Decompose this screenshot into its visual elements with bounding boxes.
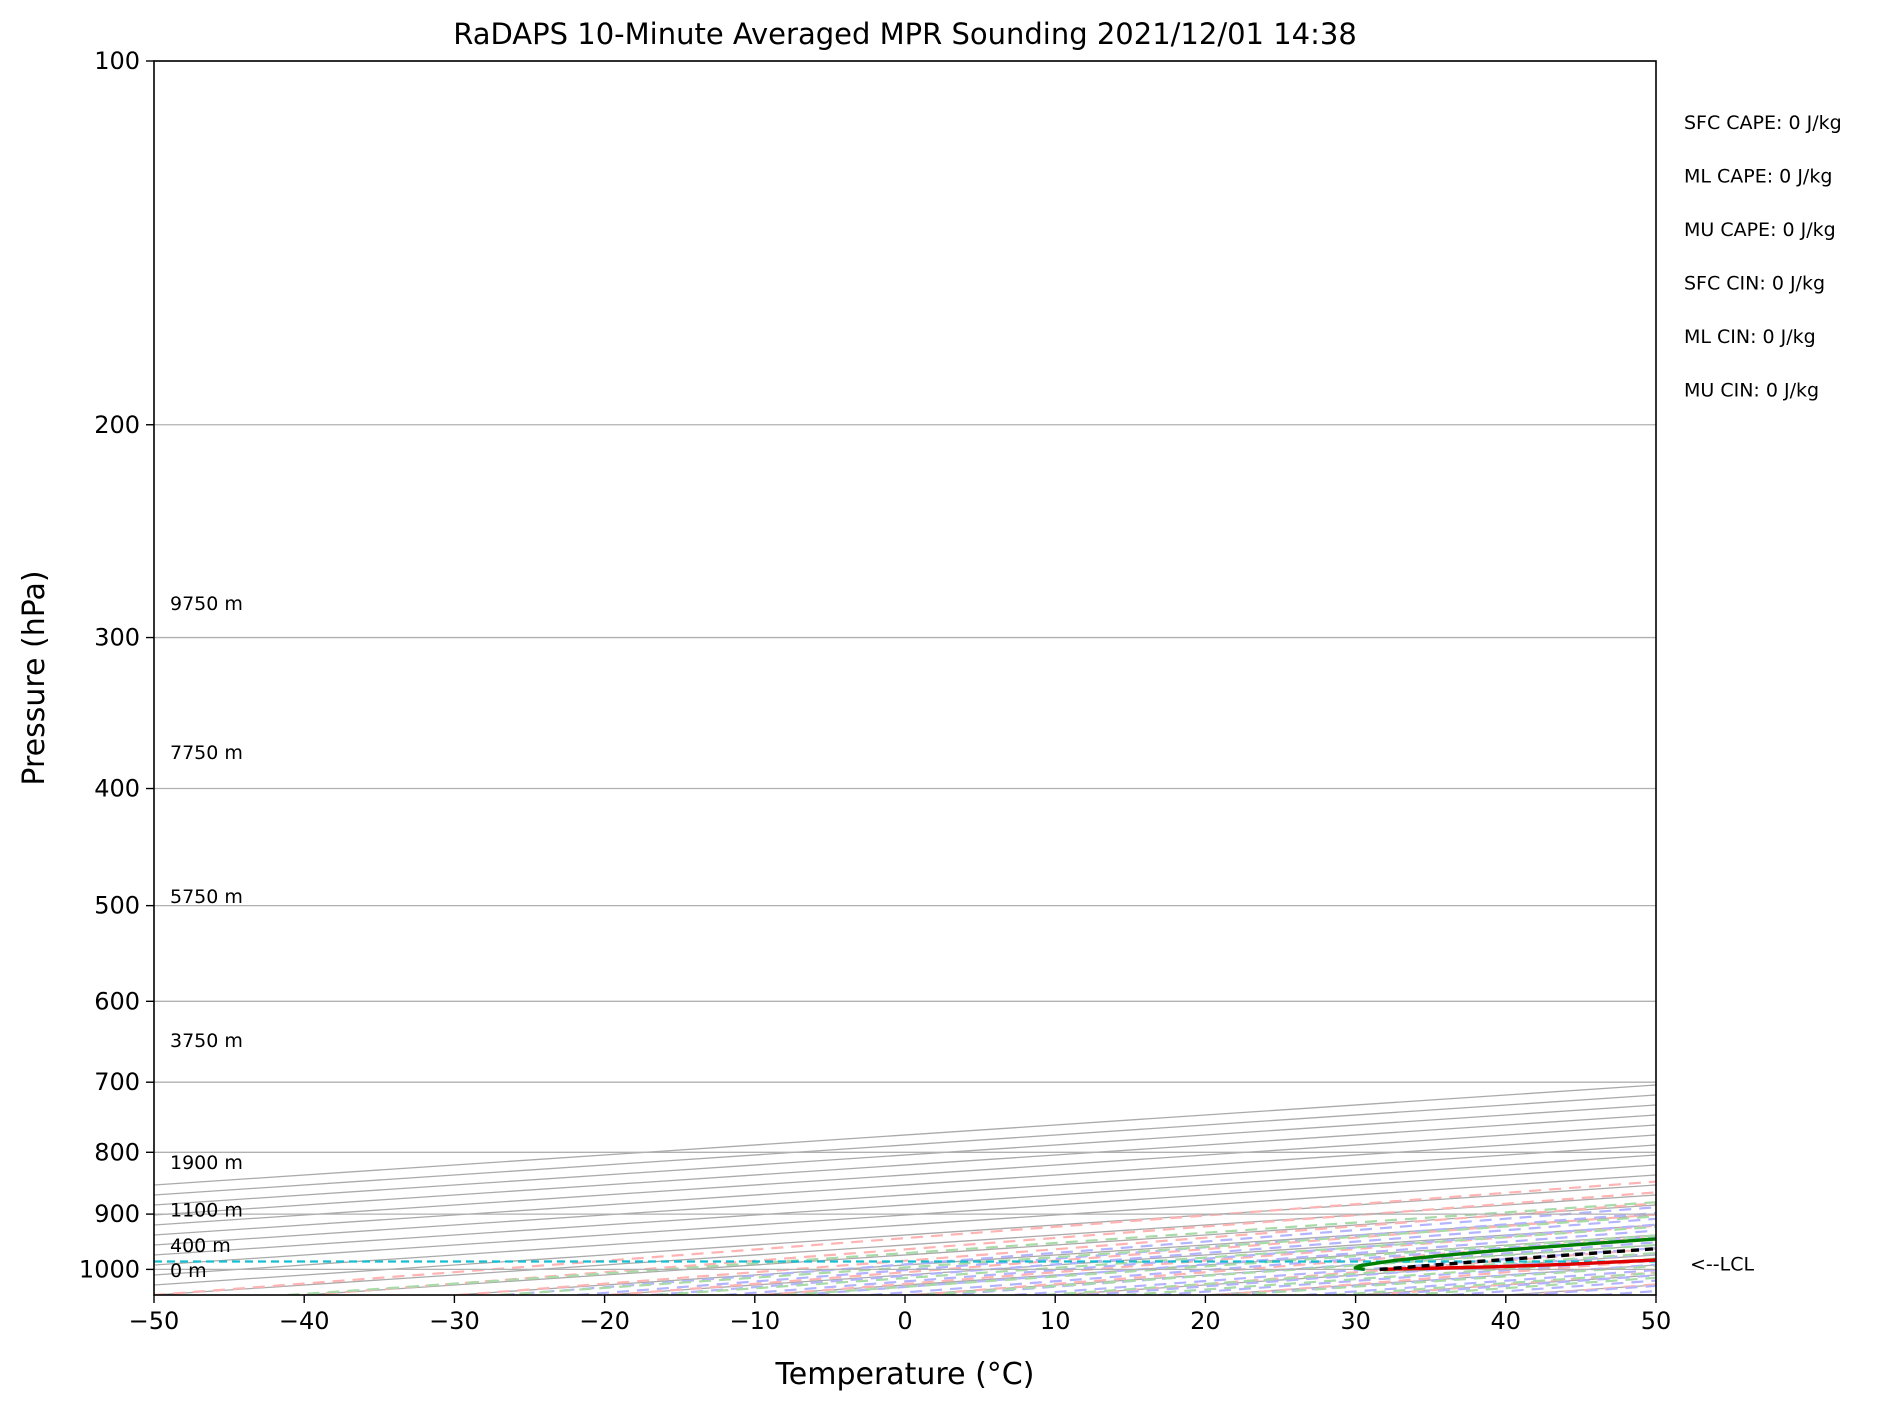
moist-adiabat-line: [1304, 1268, 1656, 1295]
y-tick-label: 200: [94, 411, 140, 439]
moist-adiabat-line: [1525, 1284, 1656, 1295]
moist-adiabat-line: [1014, 1246, 1656, 1295]
moist-adiabat-line: [1086, 1252, 1656, 1295]
index-annotation: SFC CAPE: 0 J/kg: [1684, 112, 1842, 134]
x-tick-label: 50: [1641, 1307, 1672, 1335]
dry-adiabat-line: [154, 1180, 1656, 1295]
height-label: 1900 m: [170, 1152, 243, 1174]
dry-adiabat-line: [457, 1202, 1656, 1295]
x-tick-label: 0: [897, 1307, 912, 1335]
isotherm-line: [154, 1094, 1656, 1196]
isotherm-line: [754, 1234, 1656, 1295]
chart-title: RaDAPS 10-Minute Averaged MPR Sounding 2…: [453, 17, 1357, 51]
x-tick-label: −20: [579, 1307, 630, 1335]
pressure-gridlines: [154, 60, 1656, 1271]
parcel-path: [1379, 1246, 1656, 1272]
y-axis-label: Pressure (hPa): [17, 570, 52, 785]
x-tick-label: 20: [1190, 1307, 1221, 1335]
dry-adiabat-line: [1371, 1271, 1656, 1295]
height-label: 3750 m: [170, 1030, 243, 1052]
height-label: 0 m: [170, 1260, 207, 1282]
y-tick-label: 700: [94, 1068, 140, 1096]
isotherm-line: [1505, 1284, 1656, 1295]
height-label: 1100 m: [170, 1199, 243, 1221]
index-annotation: MU CAPE: 0 J/kg: [1684, 219, 1836, 241]
isotherm-line: [1806, 61, 1882, 1295]
plot-frame: [146, 60, 1657, 1303]
y-tick-label: 100: [94, 47, 140, 75]
isotherm-line: [1055, 1254, 1656, 1295]
index-annotation: ML CAPE: 0 J/kg: [1684, 166, 1832, 188]
x-tick-label: 10: [1040, 1307, 1071, 1335]
y-tick-label: 900: [94, 1200, 140, 1228]
isotherm-line: [1205, 1264, 1656, 1295]
index-annotation: SFC CIN: 0 J/kg: [1684, 273, 1825, 295]
x-tick-label: 30: [1340, 1307, 1371, 1335]
moist-adiabat-line: [1600, 1289, 1656, 1295]
mixing-ratio-line: [785, 1234, 1656, 1295]
y-tick-label: 800: [94, 1138, 140, 1166]
isotherm-line: [154, 1114, 1656, 1216]
x-tick-label: −50: [129, 1307, 180, 1335]
reference-lines: [154, 61, 1882, 1295]
dry-adiabat-line: [1066, 1247, 1656, 1295]
y-tick-label: 500: [94, 892, 140, 920]
isotherm-line: [154, 1084, 1656, 1186]
temperature-trace: [1379, 1258, 1656, 1272]
index-annotation: ML CIN: 0 J/kg: [1684, 326, 1816, 348]
x-axis-label: Temperature (°C): [775, 1357, 1035, 1392]
sounding-traces: [154, 1237, 1656, 1272]
isotherm-line: [154, 1104, 1656, 1206]
isotherm-line: [154, 1184, 1656, 1286]
isotherm-line: [154, 1154, 1656, 1256]
isotherm-line: [1655, 1294, 1656, 1295]
moist-adiabat-line: [502, 1206, 1656, 1295]
height-label: 400 m: [170, 1235, 231, 1257]
isotherm-line: [304, 1204, 1656, 1295]
isotherm-line: [454, 1214, 1656, 1295]
isotherm-line: [604, 1224, 1656, 1295]
isotherm-line: [154, 1174, 1656, 1276]
dry-adiabat-line: [762, 1224, 1656, 1295]
x-tick-label: −40: [279, 1307, 330, 1335]
dry-adiabat-line: [1219, 1259, 1656, 1295]
chart-labels: −50 −40 −30 −20 −10 0 10 20 30 40 50 1000 900 800 700 6…: [17, 17, 1842, 1392]
isotherm-line: [154, 1124, 1656, 1226]
isotherm-line: [154, 1144, 1656, 1246]
x-tick-label: −30: [429, 1307, 480, 1335]
moist-adiabat-line: [797, 1229, 1656, 1295]
y-tick-label: 600: [94, 987, 140, 1015]
height-label: 5750 m: [170, 886, 243, 908]
mixing-ratio-line: [1044, 1251, 1656, 1295]
isotherm-line: [904, 1244, 1656, 1295]
dry-adiabat-line: [1676, 61, 1882, 1295]
dry-adiabat-line: [914, 1236, 1656, 1295]
dewpoint-trace: [1353, 1237, 1656, 1272]
index-annotation: MU CIN: 0 J/kg: [1684, 380, 1819, 402]
mixing-ratio-line: [924, 1243, 1656, 1295]
isotherm-line: [154, 1134, 1656, 1236]
x-tick-label: 40: [1491, 1307, 1522, 1335]
x-tick-label: −10: [729, 1307, 780, 1335]
height-label: 7750 m: [170, 742, 243, 764]
isotherm-line: [154, 1164, 1656, 1266]
moist-adiabat-line: [651, 1217, 1656, 1295]
y-tick-label: 1000: [79, 1255, 140, 1283]
isotherm-line: [154, 1194, 1656, 1295]
dry-adiabat-line: [609, 1213, 1656, 1295]
lcl-label: <--LCL: [1690, 1253, 1754, 1275]
dry-adiabat-line: [305, 1191, 1656, 1295]
y-tick-label: 300: [94, 624, 140, 652]
moist-adiabat-line: [1231, 1263, 1656, 1295]
moist-adiabat-line: [724, 1223, 1656, 1295]
dry-adiabat-line: [1829, 61, 1882, 1295]
moist-adiabat-line: [942, 1241, 1656, 1295]
height-label: 9750 m: [170, 593, 243, 615]
y-tick-label: 400: [94, 775, 140, 803]
moist-adiabat-line: [1378, 1274, 1656, 1295]
